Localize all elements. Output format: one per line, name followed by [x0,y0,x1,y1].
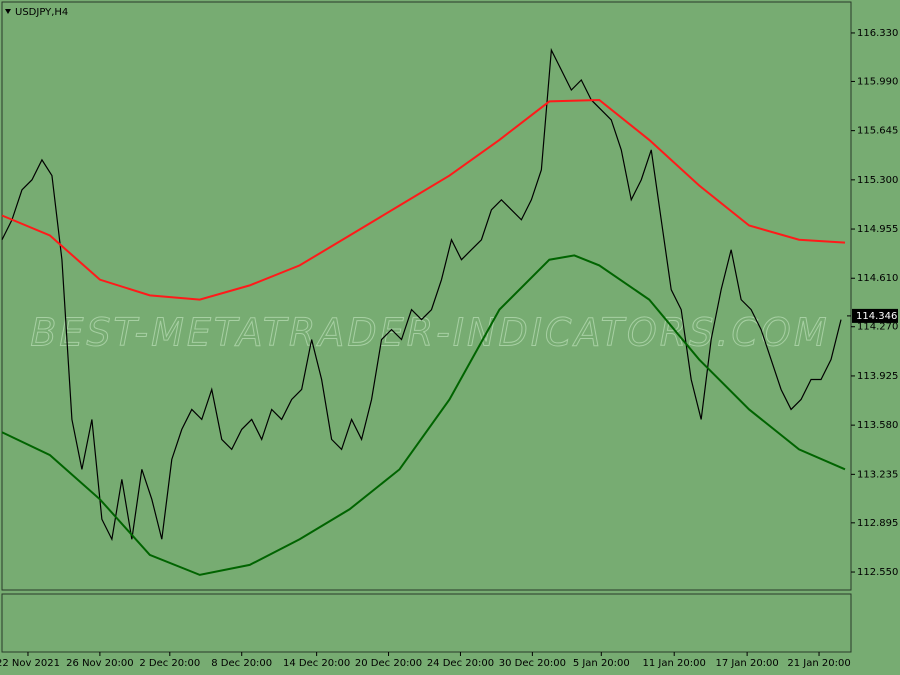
plot-frame [1,1,852,591]
x-tick-label: 5 Jan 20:00 [573,658,630,669]
y-tick-label: 115.990 [857,76,898,87]
indicator-frame [1,593,852,653]
x-tick-label: 26 Nov 20:00 [66,658,133,669]
y-tick-label: 114.955 [857,224,898,235]
y-tick-label: 114.270 [857,322,898,333]
x-tick-label: 8 Dec 20:00 [211,658,272,669]
x-tick-label: 14 Dec 20:00 [283,658,350,669]
price-box [852,308,898,323]
y-tick-label: 114.610 [857,273,898,284]
moving-average [1,254,846,576]
x-tick-label: 24 Dec 20:00 [427,658,494,669]
y-tick-label: 113.235 [857,469,898,480]
x-tick-label: 22 Nov 2021 [0,658,60,669]
x-tick-label: 20 Dec 20:00 [355,658,422,669]
chart-title: USDJPY,H4 [15,7,68,18]
y-tick-label: 112.895 [857,518,898,529]
watermark: BEST-METATRADER-INDICATORS.COM [30,311,829,355]
menu-arrow[interactable] [5,9,11,14]
x-tick-label: 2 Dec 20:00 [139,658,200,669]
y-tick-label: 113.580 [857,420,898,431]
x-tick-label: 21 Jan 20:00 [787,658,850,669]
x-tick-label: 30 Dec 20:00 [499,658,566,669]
y-tick-label: 113.925 [857,371,898,382]
y-tick-label: 116.330 [857,28,898,39]
y-tick-label: 115.300 [857,175,898,186]
y-tick-label: 115.645 [857,126,898,137]
moving-average [1,98,846,301]
current-price: 114.346 [856,311,897,322]
x-tick-label: 11 Jan 20:00 [643,658,706,669]
x-tick-label: 17 Jan 20:00 [715,658,778,669]
y-tick-label: 112.550 [857,567,898,578]
price-line [1,47,842,542]
